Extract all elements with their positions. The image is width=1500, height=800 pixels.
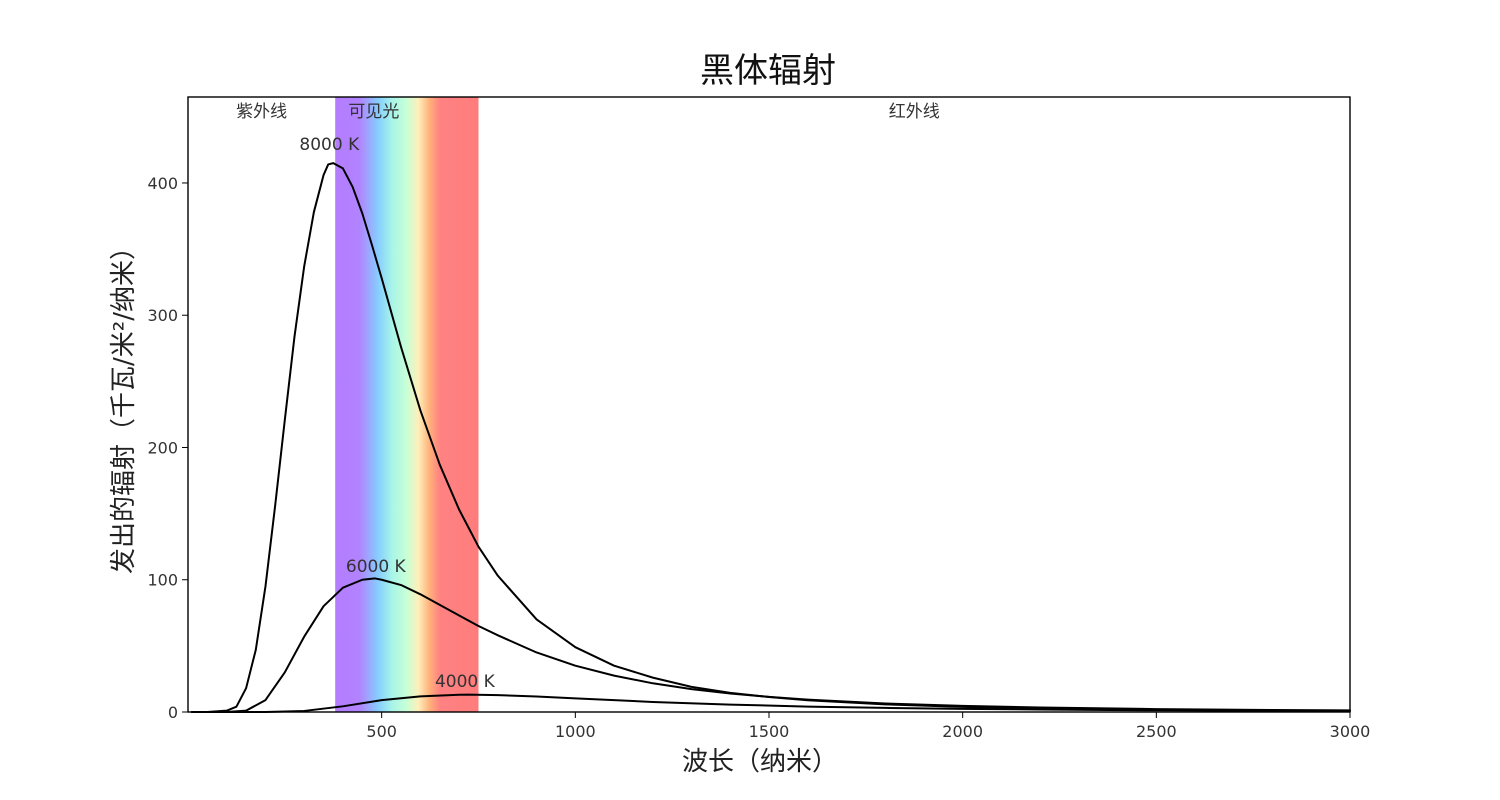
plot-area bbox=[187, 96, 1351, 713]
y-axis-tick-label: 100 bbox=[147, 571, 178, 590]
x-axis-tick-label: 1000 bbox=[555, 722, 596, 741]
series-line-6000k bbox=[190, 577, 1351, 713]
region-label-infrared: 红外线 bbox=[889, 102, 940, 122]
curve-label-4000k: 4000 K bbox=[435, 672, 496, 692]
region-label-ultraviolet: 紫外线 bbox=[236, 102, 287, 122]
series-line-4000k bbox=[190, 693, 1351, 713]
x-axis-tick-label: 2000 bbox=[942, 722, 983, 741]
curve-label-8000k: 8000 K bbox=[299, 135, 360, 155]
y-axis-tick-label: 400 bbox=[147, 174, 178, 193]
y-axis-title: 发出的辐射（千瓦/米²/纳米） bbox=[109, 234, 139, 574]
x-axis-tick-label: 1500 bbox=[749, 722, 790, 741]
x-axis-tick-label: 2500 bbox=[1136, 722, 1177, 741]
x-axis-tick-label: 500 bbox=[366, 722, 397, 741]
x-axis-title: 波长（纳米） bbox=[682, 747, 838, 777]
visible-spectrum-band bbox=[335, 97, 479, 712]
y-axis-tick-label: 0 bbox=[168, 703, 178, 722]
region-label-visible: 可见光 bbox=[348, 102, 399, 122]
y-axis-tick-label: 200 bbox=[147, 438, 178, 457]
curve-label-6000k: 6000 K bbox=[346, 557, 407, 577]
chart-title: 黑体辐射 bbox=[700, 51, 836, 91]
series-layer bbox=[190, 162, 1351, 713]
y-axis: 0 100 200 300 400 bbox=[147, 174, 188, 722]
y-axis-tick-label: 300 bbox=[147, 306, 178, 325]
x-axis: 500 1000 1500 2000 2500 3000 bbox=[366, 712, 1370, 741]
x-axis-tick-label: 3000 bbox=[1330, 722, 1371, 741]
